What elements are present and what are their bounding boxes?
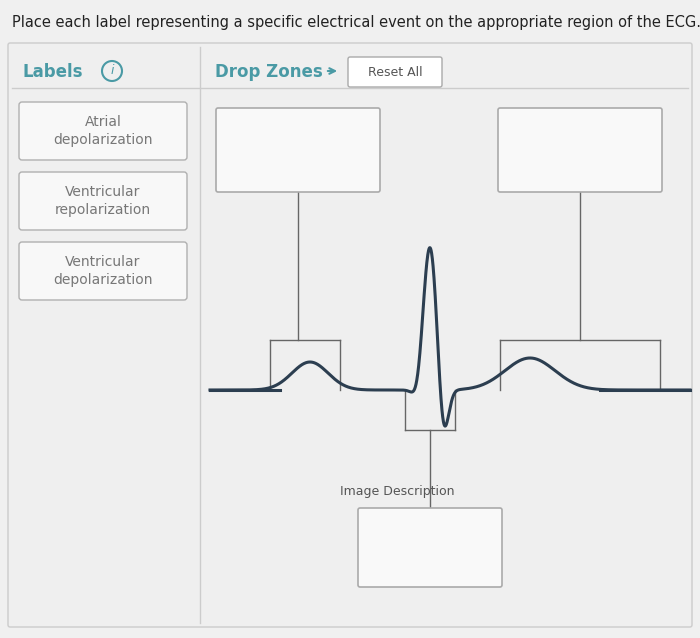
Text: Ventricular
repolarization: Ventricular repolarization (55, 185, 151, 217)
FancyBboxPatch shape (498, 108, 662, 192)
Text: Atrial
depolarization: Atrial depolarization (53, 115, 153, 147)
FancyBboxPatch shape (216, 108, 380, 192)
Text: Reset All: Reset All (368, 66, 422, 78)
Text: Drop Zones: Drop Zones (215, 63, 323, 81)
Text: Ventricular
depolarization: Ventricular depolarization (53, 255, 153, 287)
FancyBboxPatch shape (19, 102, 187, 160)
FancyBboxPatch shape (358, 508, 502, 587)
FancyBboxPatch shape (348, 57, 442, 87)
FancyBboxPatch shape (8, 43, 692, 627)
FancyBboxPatch shape (19, 242, 187, 300)
Text: Labels: Labels (22, 63, 83, 81)
FancyBboxPatch shape (19, 172, 187, 230)
Text: Image Description: Image Description (340, 485, 454, 498)
Text: i: i (111, 64, 113, 77)
Text: Place each label representing a specific electrical event on the appropriate reg: Place each label representing a specific… (12, 15, 700, 29)
